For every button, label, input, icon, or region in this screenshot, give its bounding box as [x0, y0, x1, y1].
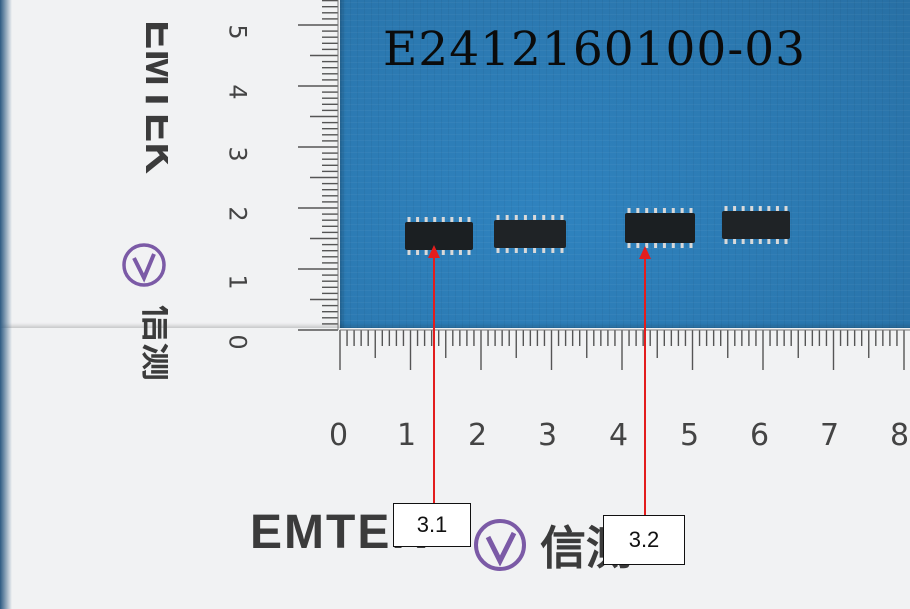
arrow-head [639, 246, 651, 259]
chip-1 [405, 222, 473, 250]
arrow-head [428, 245, 440, 258]
chip-3 [625, 213, 695, 243]
vertical-ruler [0, 0, 340, 350]
ruler-h-label: 8 [890, 418, 910, 453]
vertical-brand-logo: EMTEK 信测 [122, 20, 168, 381]
ruler-h-label: 0 [329, 418, 349, 453]
callout-label: 3.1 [416, 512, 448, 537]
ruler-h-label: 7 [820, 418, 840, 453]
vertical-brand-chinese: 信测 [137, 305, 168, 381]
callout-label: 3.2 [628, 527, 660, 552]
brand-emblem-icon [122, 243, 166, 287]
ruler-h-label: 4 [609, 418, 629, 453]
ruler-h-label: 6 [750, 418, 770, 453]
horizontal-brand-emblem-icon [474, 519, 526, 571]
ruler-h-label: 5 [680, 418, 700, 453]
sample-id-label: E2412160100-03 [383, 22, 807, 77]
callout-3-2: 3.2 [603, 515, 685, 565]
ruler-h-label: 1 [397, 418, 417, 453]
callout-3-1: 3.1 [393, 503, 471, 547]
chip-2 [494, 220, 566, 248]
ruler-h-label: 2 [468, 418, 488, 453]
ruler-h-label: 3 [538, 418, 558, 453]
left-edge-shadow [0, 0, 12, 609]
horizontal-ruler [0, 328, 910, 609]
vertical-brand-text: EMTEK [136, 20, 168, 174]
chip-4 [722, 211, 790, 239]
